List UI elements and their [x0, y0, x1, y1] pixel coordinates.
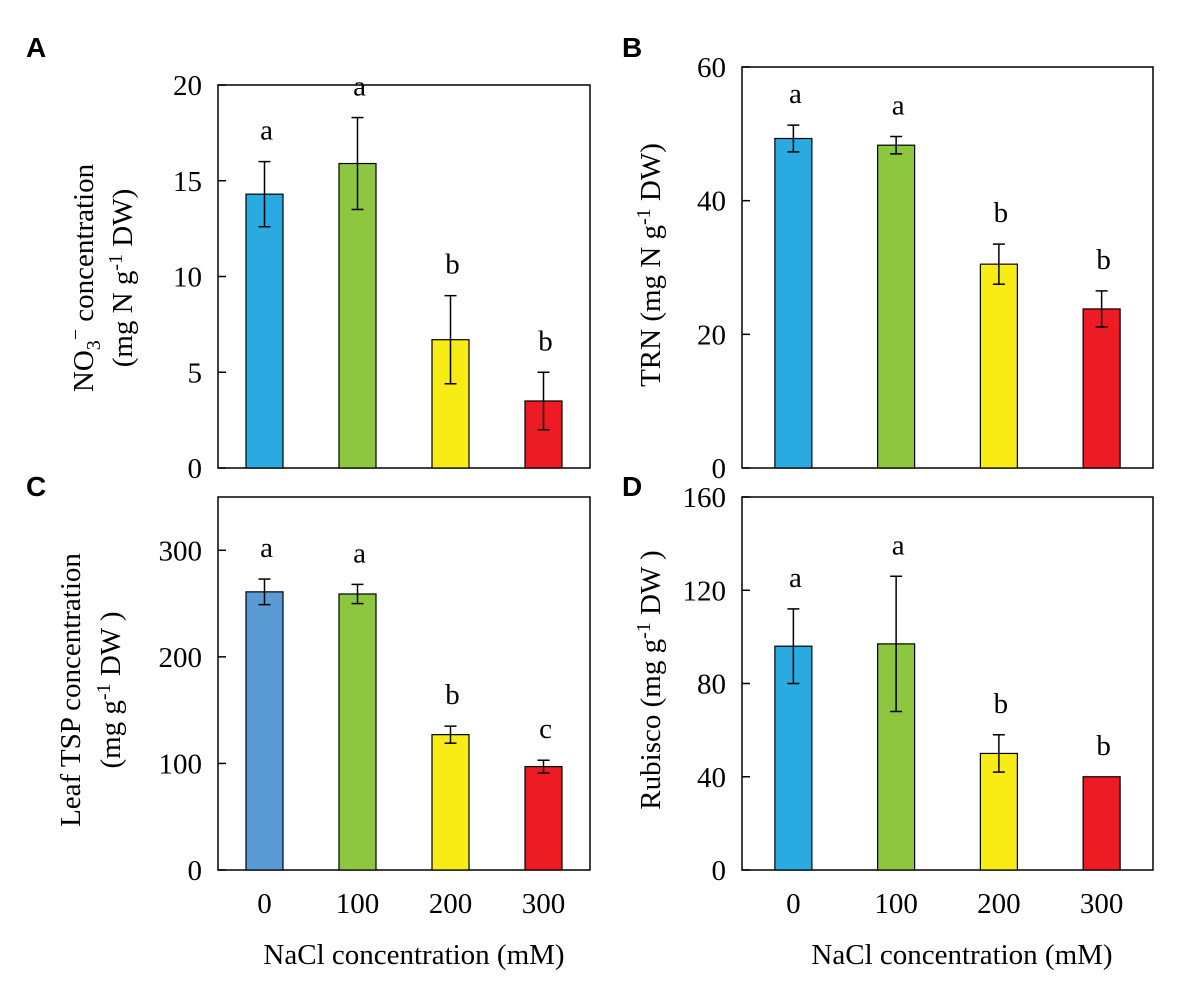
- panel-a-errorbar-0: [258, 160, 271, 228]
- panel-c-xtick-label-300: 300: [522, 888, 566, 920]
- panel-d-significance-200: b: [994, 688, 1009, 720]
- panel-c-letter: C: [26, 471, 46, 502]
- panel-d-xtick-label-100: 100: [874, 888, 918, 920]
- panel-d-xlabel: NaCl concentration (mM): [811, 939, 1112, 971]
- panel-a-ytick-label-2: 10: [173, 262, 202, 294]
- panel-a-ytick-label-0: 0: [188, 453, 203, 485]
- panel-b-ytick-label-1: 20: [697, 319, 726, 351]
- panel-d-bar-200: [979, 752, 1018, 871]
- panel-c-errorbar-300: [537, 759, 550, 774]
- panel-d-xtick-label-300: 300: [1080, 888, 1124, 920]
- panel-b-significance-200: b: [994, 197, 1009, 229]
- panel-d-ytick-label-4: 160: [683, 482, 727, 514]
- panel-b-chart: 0 20 40 60 a a b b: [697, 52, 1154, 485]
- panel-d-ytick-label-0: 0: [712, 855, 727, 887]
- panel-a-significance-100: a: [353, 71, 366, 103]
- panel-a-significance-0: a: [260, 115, 273, 147]
- panel-a-errorbar-100: [351, 116, 364, 211]
- panel-b-errorbar-300: [1095, 290, 1108, 328]
- panel-b-ytick-label-2: 40: [697, 186, 726, 218]
- panel-a-ytick-label-3: 15: [173, 166, 202, 198]
- panel-c-errorbar-200: [444, 725, 457, 744]
- panel-b-bar-0: [774, 137, 813, 469]
- panel-b-ytick-label-0: 0: [712, 453, 727, 485]
- panel-b-bar-300: [1082, 308, 1121, 469]
- panel-c-ytick-label-3: 300: [159, 535, 203, 567]
- panel-d-ytick-label-1: 40: [697, 762, 726, 794]
- panel-c-xlabel: NaCl concentration (mM): [263, 939, 564, 971]
- panel-a-ylabel-line2: (mg N g-1 DW): [105, 189, 139, 368]
- panel-c-ylabel-line2: (mg g-1 DW ): [93, 611, 127, 768]
- panel-a-chart: 0 5 10 15 20 a a b b: [173, 70, 591, 485]
- panel-c-xtick-label-200: 200: [429, 888, 473, 920]
- panel-b-frame: [741, 66, 1154, 469]
- panel-c-chart: 0 100 200 300 a 0 a 100 b 200 c 300: [159, 496, 591, 920]
- panel-c-bar-100: [338, 593, 377, 871]
- panel-c-errorbar-0: [258, 578, 271, 606]
- panel-d-significance-100: a: [892, 529, 905, 561]
- panel-d-ytick-label-3: 120: [683, 575, 727, 607]
- panel-c-frame: [217, 496, 591, 871]
- panel-a-bar-100: [338, 162, 377, 469]
- panel-c-xtick-label-100: 100: [336, 888, 380, 920]
- panel-b-letter: B: [622, 32, 642, 63]
- panel-b-ylabel: TRN (mg N g-1 DW): [633, 143, 667, 387]
- panel-c-ytick-label-0: 0: [188, 855, 203, 887]
- panel-c-ytick-label-1: 100: [159, 748, 203, 780]
- panel-b-errorbar-0: [787, 124, 800, 153]
- panel-d-chart: 0 40 80 120 160 a 0 a 100 b 200 b 300: [683, 482, 1154, 920]
- panel-c-errorbar-100: [351, 583, 364, 605]
- panel-c-ytick-label-2: 200: [159, 642, 203, 674]
- panel-c-significance-300: c: [539, 713, 552, 745]
- panel-c-significance-0: a: [260, 532, 273, 564]
- panel-c-bar-0: [245, 591, 284, 871]
- panel-b-bar-100: [877, 144, 916, 469]
- panel-d-significance-0: a: [789, 562, 802, 594]
- panel-d-ylabel: Rubisco (mg g-1 DW ): [633, 550, 667, 809]
- panel-a-errorbar-300: [537, 371, 550, 431]
- panel-b-significance-300: b: [1096, 244, 1111, 276]
- panel-a-letter: A: [26, 32, 46, 63]
- panel-b-errorbar-100: [890, 135, 903, 155]
- panel-b-bar-200: [979, 263, 1018, 469]
- panel-c-xtick-label-0: 0: [257, 888, 272, 920]
- panel-c-ylabel-line1: Leaf TSP concentration: [55, 553, 87, 827]
- panel-d-xtick-label-200: 200: [977, 888, 1021, 920]
- panel-c-bar-200: [431, 734, 470, 871]
- panel-a-significance-300: b: [538, 325, 553, 357]
- panel-a-ylabel-line1: NO3− concentration: [65, 163, 105, 392]
- panel-b-ytick-label-3: 60: [697, 52, 726, 84]
- panel-a-ytick-label-1: 5: [188, 357, 203, 389]
- panel-d-errorbar-200: [992, 734, 1005, 773]
- panel-b-errorbar-200: [992, 243, 1005, 285]
- panel-d-ytick-label-2: 80: [697, 669, 726, 701]
- panel-d-errorbar-100: [890, 575, 903, 713]
- panel-a-errorbar-200: [444, 294, 457, 385]
- panel-a-bar-0: [245, 193, 284, 469]
- panel-b-significance-0: a: [789, 78, 802, 110]
- panel-c-significance-100: a: [353, 537, 366, 569]
- panel-d-bar-300: [1082, 776, 1121, 871]
- panel-a-significance-200: b: [445, 249, 460, 281]
- panel-c-bar-300: [524, 766, 563, 871]
- panel-b-significance-100: a: [892, 90, 905, 122]
- panel-d-xtick-label-0: 0: [786, 888, 801, 920]
- panel-a-ytick-label-4: 20: [173, 70, 202, 102]
- panel-c-significance-200: b: [445, 679, 460, 711]
- panel-d-errorbar-0: [787, 608, 800, 685]
- panel-d-letter: D: [622, 471, 642, 502]
- panel-d-significance-300: b: [1096, 730, 1111, 762]
